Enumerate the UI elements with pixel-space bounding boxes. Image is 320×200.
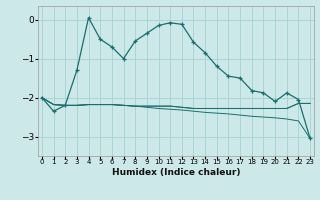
X-axis label: Humidex (Indice chaleur): Humidex (Indice chaleur) (112, 168, 240, 177)
